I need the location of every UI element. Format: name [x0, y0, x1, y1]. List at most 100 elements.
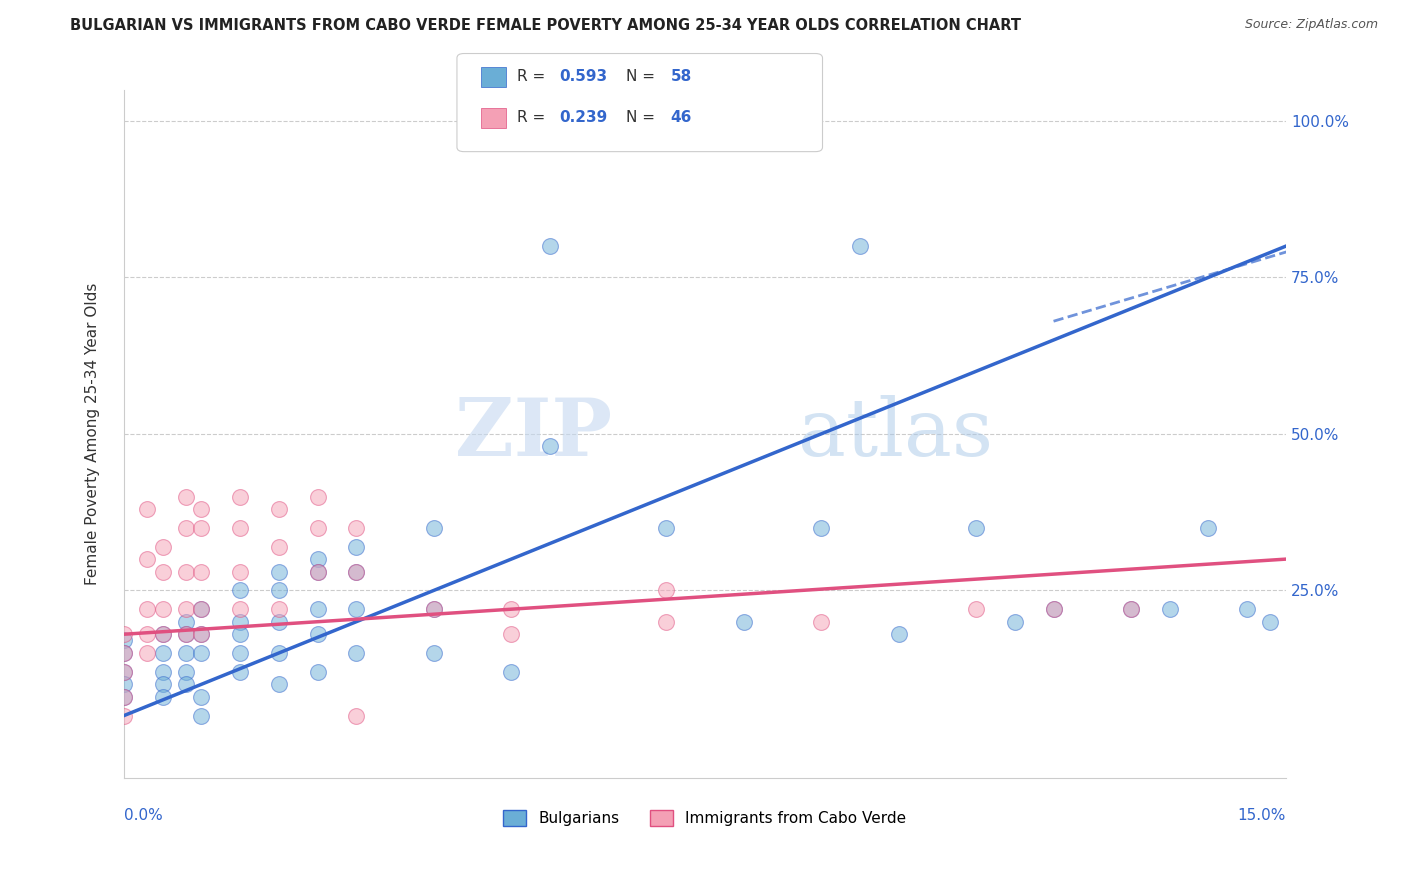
- Point: [112, 646, 135, 660]
- Point: [1159, 602, 1181, 616]
- Point: [174, 665, 197, 679]
- Text: R =: R =: [517, 111, 551, 125]
- Point: [112, 665, 135, 679]
- Text: 46: 46: [671, 111, 692, 125]
- Point: [423, 602, 446, 616]
- Point: [965, 521, 987, 535]
- Text: N =: N =: [626, 111, 659, 125]
- Point: [965, 602, 987, 616]
- Text: atlas: atlas: [797, 395, 993, 473]
- Point: [1119, 602, 1142, 616]
- Point: [267, 540, 290, 554]
- Text: 15.0%: 15.0%: [1237, 807, 1286, 822]
- Point: [174, 677, 197, 691]
- Point: [267, 602, 290, 616]
- Point: [136, 602, 159, 616]
- Point: [307, 565, 329, 579]
- Point: [229, 583, 252, 598]
- Point: [174, 646, 197, 660]
- Point: [152, 540, 174, 554]
- Point: [152, 602, 174, 616]
- Point: [655, 521, 678, 535]
- Point: [423, 602, 446, 616]
- Point: [190, 627, 212, 641]
- Point: [267, 615, 290, 629]
- Point: [174, 602, 197, 616]
- Point: [112, 633, 135, 648]
- Point: [190, 502, 212, 516]
- Point: [174, 490, 197, 504]
- Point: [423, 646, 446, 660]
- Point: [190, 627, 212, 641]
- Point: [229, 521, 252, 535]
- Point: [267, 565, 290, 579]
- Point: [152, 627, 174, 641]
- Point: [152, 677, 174, 691]
- Text: BULGARIAN VS IMMIGRANTS FROM CABO VERDE FEMALE POVERTY AMONG 25-34 YEAR OLDS COR: BULGARIAN VS IMMIGRANTS FROM CABO VERDE …: [70, 18, 1021, 33]
- Text: 0.0%: 0.0%: [124, 807, 163, 822]
- Point: [152, 665, 174, 679]
- Point: [136, 627, 159, 641]
- Point: [152, 565, 174, 579]
- Point: [174, 521, 197, 535]
- Point: [344, 565, 367, 579]
- Point: [190, 602, 212, 616]
- Point: [733, 615, 755, 629]
- Text: ZIP: ZIP: [456, 395, 612, 473]
- Point: [307, 665, 329, 679]
- Point: [174, 565, 197, 579]
- Point: [152, 646, 174, 660]
- Point: [152, 627, 174, 641]
- Point: [307, 565, 329, 579]
- Point: [229, 627, 252, 641]
- Point: [229, 490, 252, 504]
- Text: 0.593: 0.593: [560, 70, 607, 84]
- Point: [501, 627, 523, 641]
- Point: [112, 708, 135, 723]
- Point: [229, 565, 252, 579]
- Point: [174, 615, 197, 629]
- Point: [229, 665, 252, 679]
- Text: 0.239: 0.239: [560, 111, 607, 125]
- Point: [174, 627, 197, 641]
- Point: [1119, 602, 1142, 616]
- Point: [267, 677, 290, 691]
- Y-axis label: Female Poverty Among 25-34 Year Olds: Female Poverty Among 25-34 Year Olds: [86, 283, 100, 585]
- Point: [190, 521, 212, 535]
- Point: [190, 646, 212, 660]
- Point: [344, 540, 367, 554]
- Point: [267, 646, 290, 660]
- Point: [190, 565, 212, 579]
- Point: [344, 646, 367, 660]
- Point: [423, 521, 446, 535]
- Point: [849, 239, 872, 253]
- Point: [307, 490, 329, 504]
- Text: N =: N =: [626, 70, 659, 84]
- Point: [1236, 602, 1258, 616]
- Point: [887, 627, 910, 641]
- Point: [229, 615, 252, 629]
- Point: [174, 627, 197, 641]
- Point: [190, 602, 212, 616]
- Point: [112, 677, 135, 691]
- Text: R =: R =: [517, 70, 551, 84]
- Point: [152, 690, 174, 704]
- Point: [538, 239, 561, 253]
- Legend: Bulgarians, Immigrants from Cabo Verde: Bulgarians, Immigrants from Cabo Verde: [498, 805, 912, 832]
- Point: [501, 665, 523, 679]
- Point: [1198, 521, 1220, 535]
- Point: [307, 602, 329, 616]
- Point: [112, 690, 135, 704]
- Point: [112, 690, 135, 704]
- Point: [810, 615, 832, 629]
- Point: [190, 690, 212, 704]
- Point: [344, 565, 367, 579]
- Point: [810, 521, 832, 535]
- Text: Source: ZipAtlas.com: Source: ZipAtlas.com: [1244, 18, 1378, 31]
- Point: [1042, 602, 1064, 616]
- Text: 58: 58: [671, 70, 692, 84]
- Point: [655, 615, 678, 629]
- Point: [267, 583, 290, 598]
- Point: [112, 665, 135, 679]
- Point: [267, 502, 290, 516]
